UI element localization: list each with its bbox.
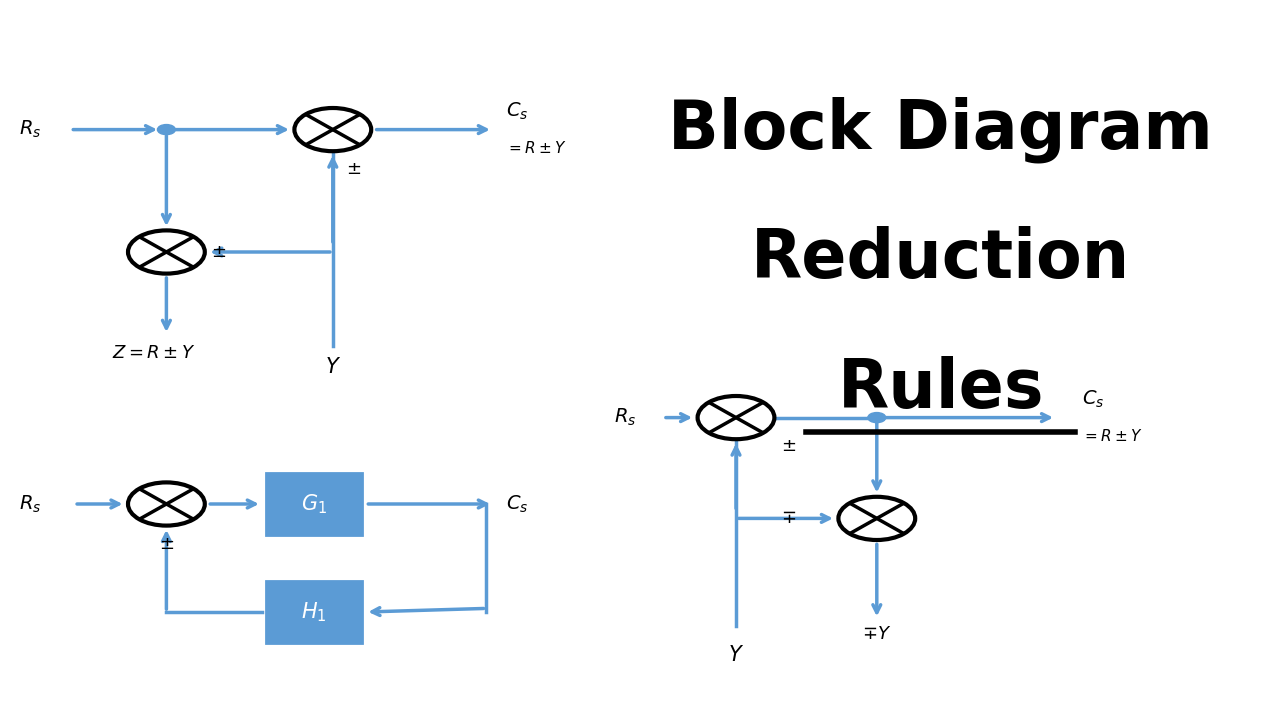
Text: $R_s$: $R_s$	[614, 407, 636, 428]
Circle shape	[157, 125, 175, 135]
Text: $= R\pm Y$: $= R\pm Y$	[506, 140, 566, 156]
FancyBboxPatch shape	[266, 582, 361, 642]
Circle shape	[294, 108, 371, 151]
Text: $\mp$: $\mp$	[781, 510, 796, 527]
Circle shape	[838, 497, 915, 540]
Text: $G_1$: $G_1$	[301, 492, 326, 516]
Text: $Z{=}R\pm Y$: $Z{=}R\pm Y$	[111, 344, 196, 361]
Text: $\pm$: $\pm$	[159, 534, 174, 553]
Text: $R_s$: $R_s$	[19, 493, 41, 515]
Text: $C_s$: $C_s$	[506, 493, 529, 515]
Circle shape	[128, 482, 205, 526]
Text: $\pm$: $\pm$	[211, 243, 227, 261]
Circle shape	[698, 396, 774, 439]
Text: $\pm$: $\pm$	[346, 161, 361, 179]
Text: Rules: Rules	[837, 356, 1044, 422]
Text: $= R\pm Y$: $= R\pm Y$	[1082, 428, 1142, 444]
Text: $C_s$: $C_s$	[506, 101, 529, 122]
Text: Block Diagram: Block Diagram	[668, 96, 1213, 163]
Circle shape	[868, 413, 886, 423]
Text: Reduction: Reduction	[751, 226, 1130, 292]
Text: $Y$: $Y$	[325, 357, 340, 377]
Text: $Y$: $Y$	[728, 645, 744, 665]
FancyBboxPatch shape	[266, 474, 361, 534]
Text: $H_1$: $H_1$	[301, 600, 326, 624]
Text: $C_s$: $C_s$	[1082, 389, 1105, 410]
Text: $\mp Y$: $\mp Y$	[863, 624, 891, 642]
Text: $\pm$: $\pm$	[781, 437, 796, 455]
Text: $R_s$: $R_s$	[19, 119, 41, 140]
Circle shape	[128, 230, 205, 274]
